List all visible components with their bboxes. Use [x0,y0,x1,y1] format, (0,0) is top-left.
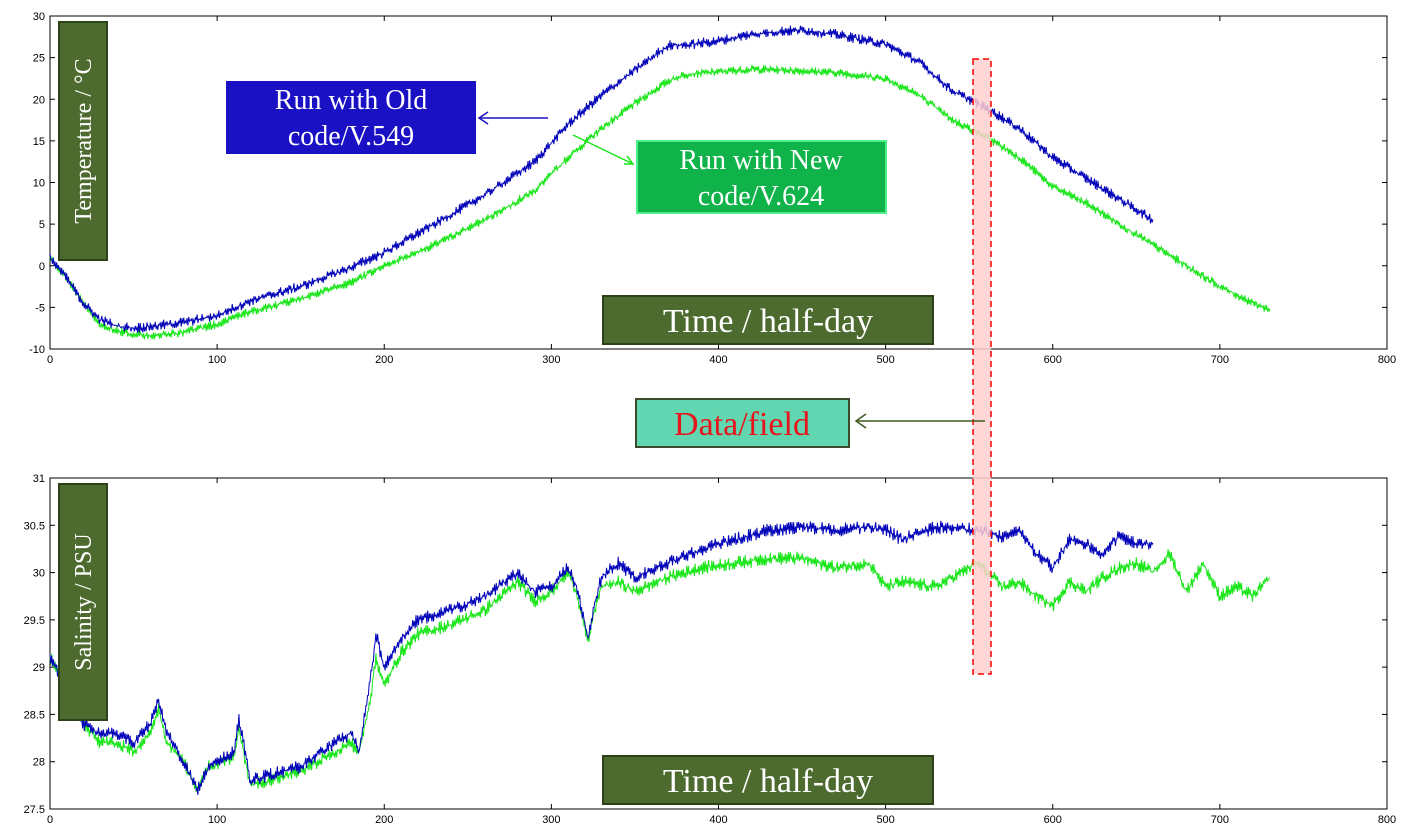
new-run-arrow [572,134,634,165]
temperature-ytick-label: 10 [33,178,45,190]
temperature-ytick-label: 30 [33,11,45,23]
salinity-xtick-label: 500 [876,814,894,826]
salinity-ylabel: Salinity / PSU [71,533,97,670]
salinity-xtick-label: 300 [542,814,560,826]
temperature-xtick-label: 0 [47,354,53,366]
salinity-xtick-label: 600 [1044,814,1062,826]
temperature-xtick-label: 300 [542,354,560,366]
temperature-ytick-label: 20 [33,94,45,106]
temperature-series-new-line [49,64,1271,340]
temperature-xtick-label: 800 [1378,354,1396,366]
temperature-series [49,25,1271,340]
salinity-ytick-label: 29 [33,662,45,674]
salinity-ytick-label: 27.5 [24,804,45,816]
temperature-xtick-label: 600 [1044,354,1062,366]
salinity-ytick-label: 31 [33,473,45,485]
temperature-ytick-label: 15 [33,136,45,148]
temperature-xtick-label: 200 [375,354,393,366]
new-run-label-line1: Run with New [679,145,843,176]
temperature-ylabel: Temperature / °C [71,58,97,223]
old-run-annotation: Run with Old code/V.549 [226,81,548,154]
salinity-xtick-label: 100 [208,814,226,826]
salinity-plot-area [49,477,1388,810]
new-run-arrowhead [624,155,635,165]
new-run-annotation: Run with New code/V.624 [572,134,887,214]
salinity-series-old-line [49,520,1154,796]
salinity-xlabel-box: Time / half-day [602,755,934,805]
salinity-xtick-label: 700 [1211,814,1229,826]
salinity-xlabel: Time / half-day [663,763,873,800]
temperature-series-old-line [49,25,1154,333]
old-run-label-line1: Run with Old [275,85,427,116]
temperature-xlabel-box: Time / half-day [602,295,934,345]
old-run-label-line2: code/V.549 [288,121,414,152]
data-field-arrowhead [854,413,867,429]
salinity-ytick-label: 30.5 [24,520,45,532]
temperature-xtick-label: 500 [876,354,894,366]
temperature-ticks: 0 100 200 300 400 500 600 700 800 -10 -5 0 5 10 15 20 25… [29,11,1396,366]
salinity-ticks: 0 100 200 300 400 500 600 700 800 27.5 28 28.5 29 29.… [24,473,1397,826]
temperature-ytick-label: 5 [39,219,45,231]
new-run-label-line2: code/V.624 [698,181,824,212]
salinity-chart: 0 100 200 300 400 500 600 700 800 27.5 28 28.5 29 29.… [24,473,1397,826]
temperature-ytick-label: 25 [33,53,45,65]
temperature-ytick-label: 0 [39,261,45,273]
data-field-highlight-box [972,58,992,675]
temperature-xtick-label: 400 [709,354,727,366]
temperature-xlabel: Time / half-day [663,303,873,340]
salinity-ylabel-box: Salinity / PSU [58,483,108,721]
data-field-label: Data/field [674,406,810,443]
temperature-ytick-label: -5 [35,302,45,314]
salinity-series [49,520,1271,796]
data-field-annotation: Data/field [635,398,985,448]
old-run-arrowhead [477,111,489,125]
temperature-xtick-label: 100 [208,354,226,366]
salinity-xtick-label: 800 [1378,814,1396,826]
salinity-ytick-label: 29.5 [24,615,45,627]
salinity-ytick-label: 30 [33,568,45,580]
salinity-xtick-label: 400 [709,814,727,826]
salinity-ytick-label: 28 [33,757,45,769]
temperature-ytick-label: -10 [29,344,45,356]
salinity-ytick-label: 28.5 [24,709,45,721]
salinity-xtick-label: 0 [47,814,53,826]
temperature-ylabel-box: Temperature / °C [58,21,108,261]
salinity-xtick-label: 200 [375,814,393,826]
salinity-series-new-line [49,548,1271,793]
temperature-xtick-label: 700 [1211,354,1229,366]
